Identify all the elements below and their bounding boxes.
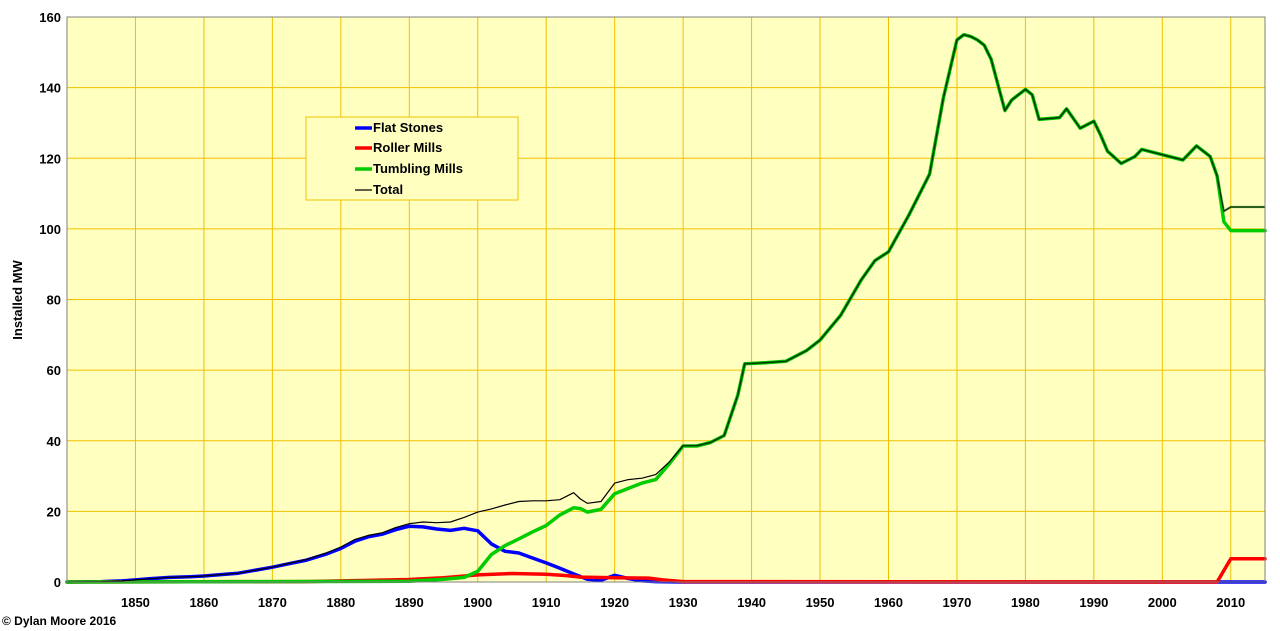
legend-label-flat-stones: Flat Stones	[373, 120, 443, 135]
legend-label-tumbling-mills: Tumbling Mills	[373, 161, 463, 176]
x-tick-label: 1980	[1011, 595, 1040, 610]
x-tick-label: 1930	[669, 595, 698, 610]
x-tick-label: 1900	[463, 595, 492, 610]
y-tick-label: 0	[54, 575, 61, 590]
x-tick-label: 1990	[1079, 595, 1108, 610]
x-axis-ticks: 1850 1860 1870 1880 1890 1900 1910 1920 1930 1940…	[121, 595, 1245, 610]
y-tick-label: 160	[39, 10, 61, 25]
x-tick-label: 1970	[942, 595, 971, 610]
x-tick-label: 1850	[121, 595, 150, 610]
x-tick-label: 1860	[189, 595, 218, 610]
x-tick-label: 1890	[395, 595, 424, 610]
legend: Flat Stones Roller Mills Tumbling Mills …	[305, 116, 519, 201]
copyright-credit: © Dylan Moore 2016	[2, 614, 117, 628]
y-tick-label: 120	[39, 151, 61, 166]
x-tick-label: 1960	[874, 595, 903, 610]
series-line-total-overlay	[683, 33, 1265, 447]
x-tick-label: 1920	[600, 595, 629, 610]
plot-border	[66, 16, 1266, 583]
y-tick-label: 60	[47, 363, 61, 378]
y-tick-label: 40	[47, 434, 61, 449]
y-tick-label: 100	[39, 222, 61, 237]
y-axis-title: Installed MW	[10, 260, 25, 340]
legend-label-roller-mills: Roller Mills	[373, 140, 442, 155]
x-tick-label: 1880	[326, 595, 355, 610]
legend-label-total: Total	[373, 182, 403, 197]
y-tick-label: 20	[47, 504, 61, 519]
y-tick-label: 140	[39, 81, 61, 96]
x-tick-label: 2010	[1216, 595, 1245, 610]
x-tick-label: 2000	[1148, 595, 1177, 610]
x-tick-label: 1910	[532, 595, 561, 610]
y-tick-label: 80	[47, 293, 61, 308]
x-tick-label: 1940	[737, 595, 766, 610]
series-lines	[65, 32, 1267, 584]
x-tick-label: 1870	[258, 595, 287, 610]
y-axis-ticks: 0 20 40 60 80 100 120 140 160	[39, 10, 61, 590]
legend-box	[305, 116, 519, 201]
x-tick-label: 1950	[806, 595, 835, 610]
